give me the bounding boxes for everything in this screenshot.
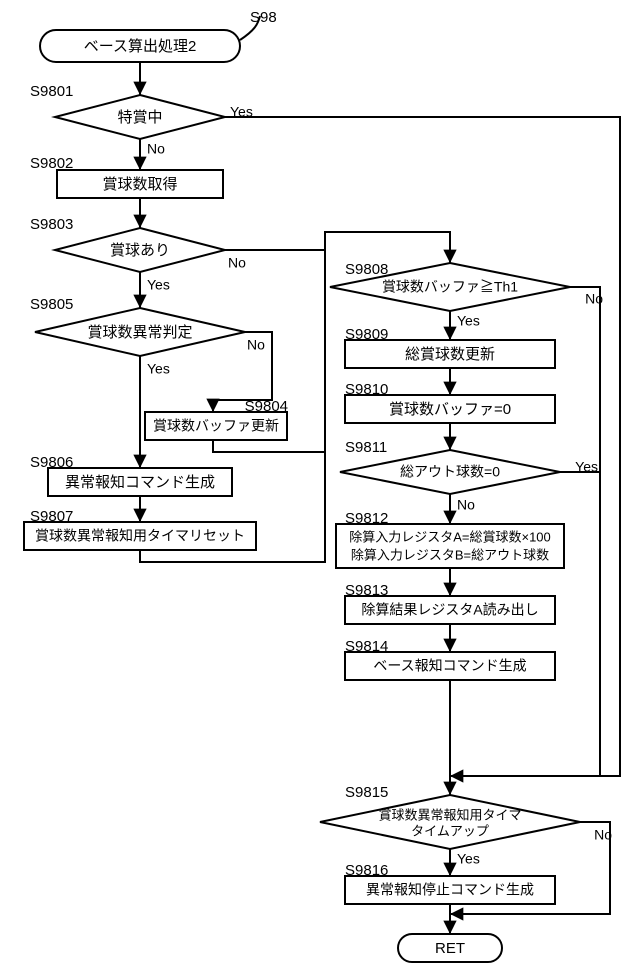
label-s9815: S9815 <box>345 784 388 801</box>
s9804-text: 賞球数バッファ更新 <box>153 418 279 434</box>
node-s9804: 賞球数バッファ更新 <box>145 412 287 440</box>
node-s9803: 賞球あり <box>55 228 225 272</box>
s9803-no: No <box>228 255 246 271</box>
s9805-no: No <box>247 337 265 353</box>
node-s9813: 除算結果レジスタA読み出し <box>345 596 555 624</box>
node-s9816: 異常報知停止コマンド生成 <box>345 876 555 904</box>
s9808-yes: Yes <box>457 313 480 329</box>
node-start: ベース算出処理2 <box>40 30 240 62</box>
s9802-text: 賞球数取得 <box>102 176 177 193</box>
node-s9815: 賞球数異常報知用タイマ タイムアップ <box>320 795 580 849</box>
s9808-text: 賞球数バッファ≧Th1 <box>382 279 518 295</box>
label-s9801: S9801 <box>30 83 73 100</box>
s9806-text: 異常報知コマンド生成 <box>65 474 215 491</box>
s9801-text: 特賞中 <box>117 109 162 126</box>
s9811-no: No <box>457 497 475 513</box>
s9803-yes: Yes <box>147 277 170 293</box>
s9810-text: 賞球数バッファ=0 <box>389 401 511 418</box>
node-s9810: 賞球数バッファ=0 <box>345 395 555 423</box>
label-s9808: S9808 <box>345 261 388 278</box>
s9801-no: No <box>147 141 165 157</box>
s9814-text: ベース報知コマンド生成 <box>373 658 526 674</box>
s9816-text: 異常報知停止コマンド生成 <box>366 882 534 898</box>
s9812a-text: 除算入力レジスタA=総賞球数×100 <box>349 529 551 544</box>
s9815a-text: 賞球数異常報知用タイマ <box>378 807 521 822</box>
s9805-text: 賞球数異常判定 <box>87 324 192 341</box>
s9815-yes: Yes <box>457 851 480 867</box>
node-s9801: 特賞中 <box>55 95 225 139</box>
s9803-text: 賞球あり <box>110 242 170 259</box>
s9813-text: 除算結果レジスタA読み出し <box>361 602 538 618</box>
label-s9811: S9811 <box>345 439 387 456</box>
s9812b-text: 除算入力レジスタB=総アウト球数 <box>351 547 549 562</box>
label-s9803: S9803 <box>30 216 73 233</box>
s9815b-text: タイムアップ <box>411 823 489 838</box>
node-ret: RET <box>398 934 502 962</box>
node-s9811: 総アウト球数=0 <box>340 450 560 494</box>
s9807-text: 賞球数異常報知用タイマリセット <box>35 528 245 544</box>
node-s9807: 賞球数異常報知用タイマリセット <box>24 522 256 550</box>
node-s9802: 賞球数取得 <box>57 170 223 198</box>
node-s9814: ベース報知コマンド生成 <box>345 652 555 680</box>
s9805-yes: Yes <box>147 361 170 377</box>
ret-text: RET <box>435 940 465 957</box>
start-text: ベース算出処理2 <box>84 37 197 55</box>
node-s9806: 異常報知コマンド生成 <box>48 468 232 496</box>
node-s9809: 総賞球数更新 <box>345 340 555 368</box>
node-s9812: 除算入力レジスタA=総賞球数×100 除算入力レジスタB=総アウト球数 <box>336 524 564 568</box>
s9809-text: 総賞球数更新 <box>405 346 495 363</box>
s9811-text: 総アウト球数=0 <box>400 464 500 480</box>
label-s98: S98 <box>250 9 277 26</box>
node-s9805: 賞球数異常判定 <box>35 308 245 356</box>
label-s9805: S9805 <box>30 296 73 313</box>
